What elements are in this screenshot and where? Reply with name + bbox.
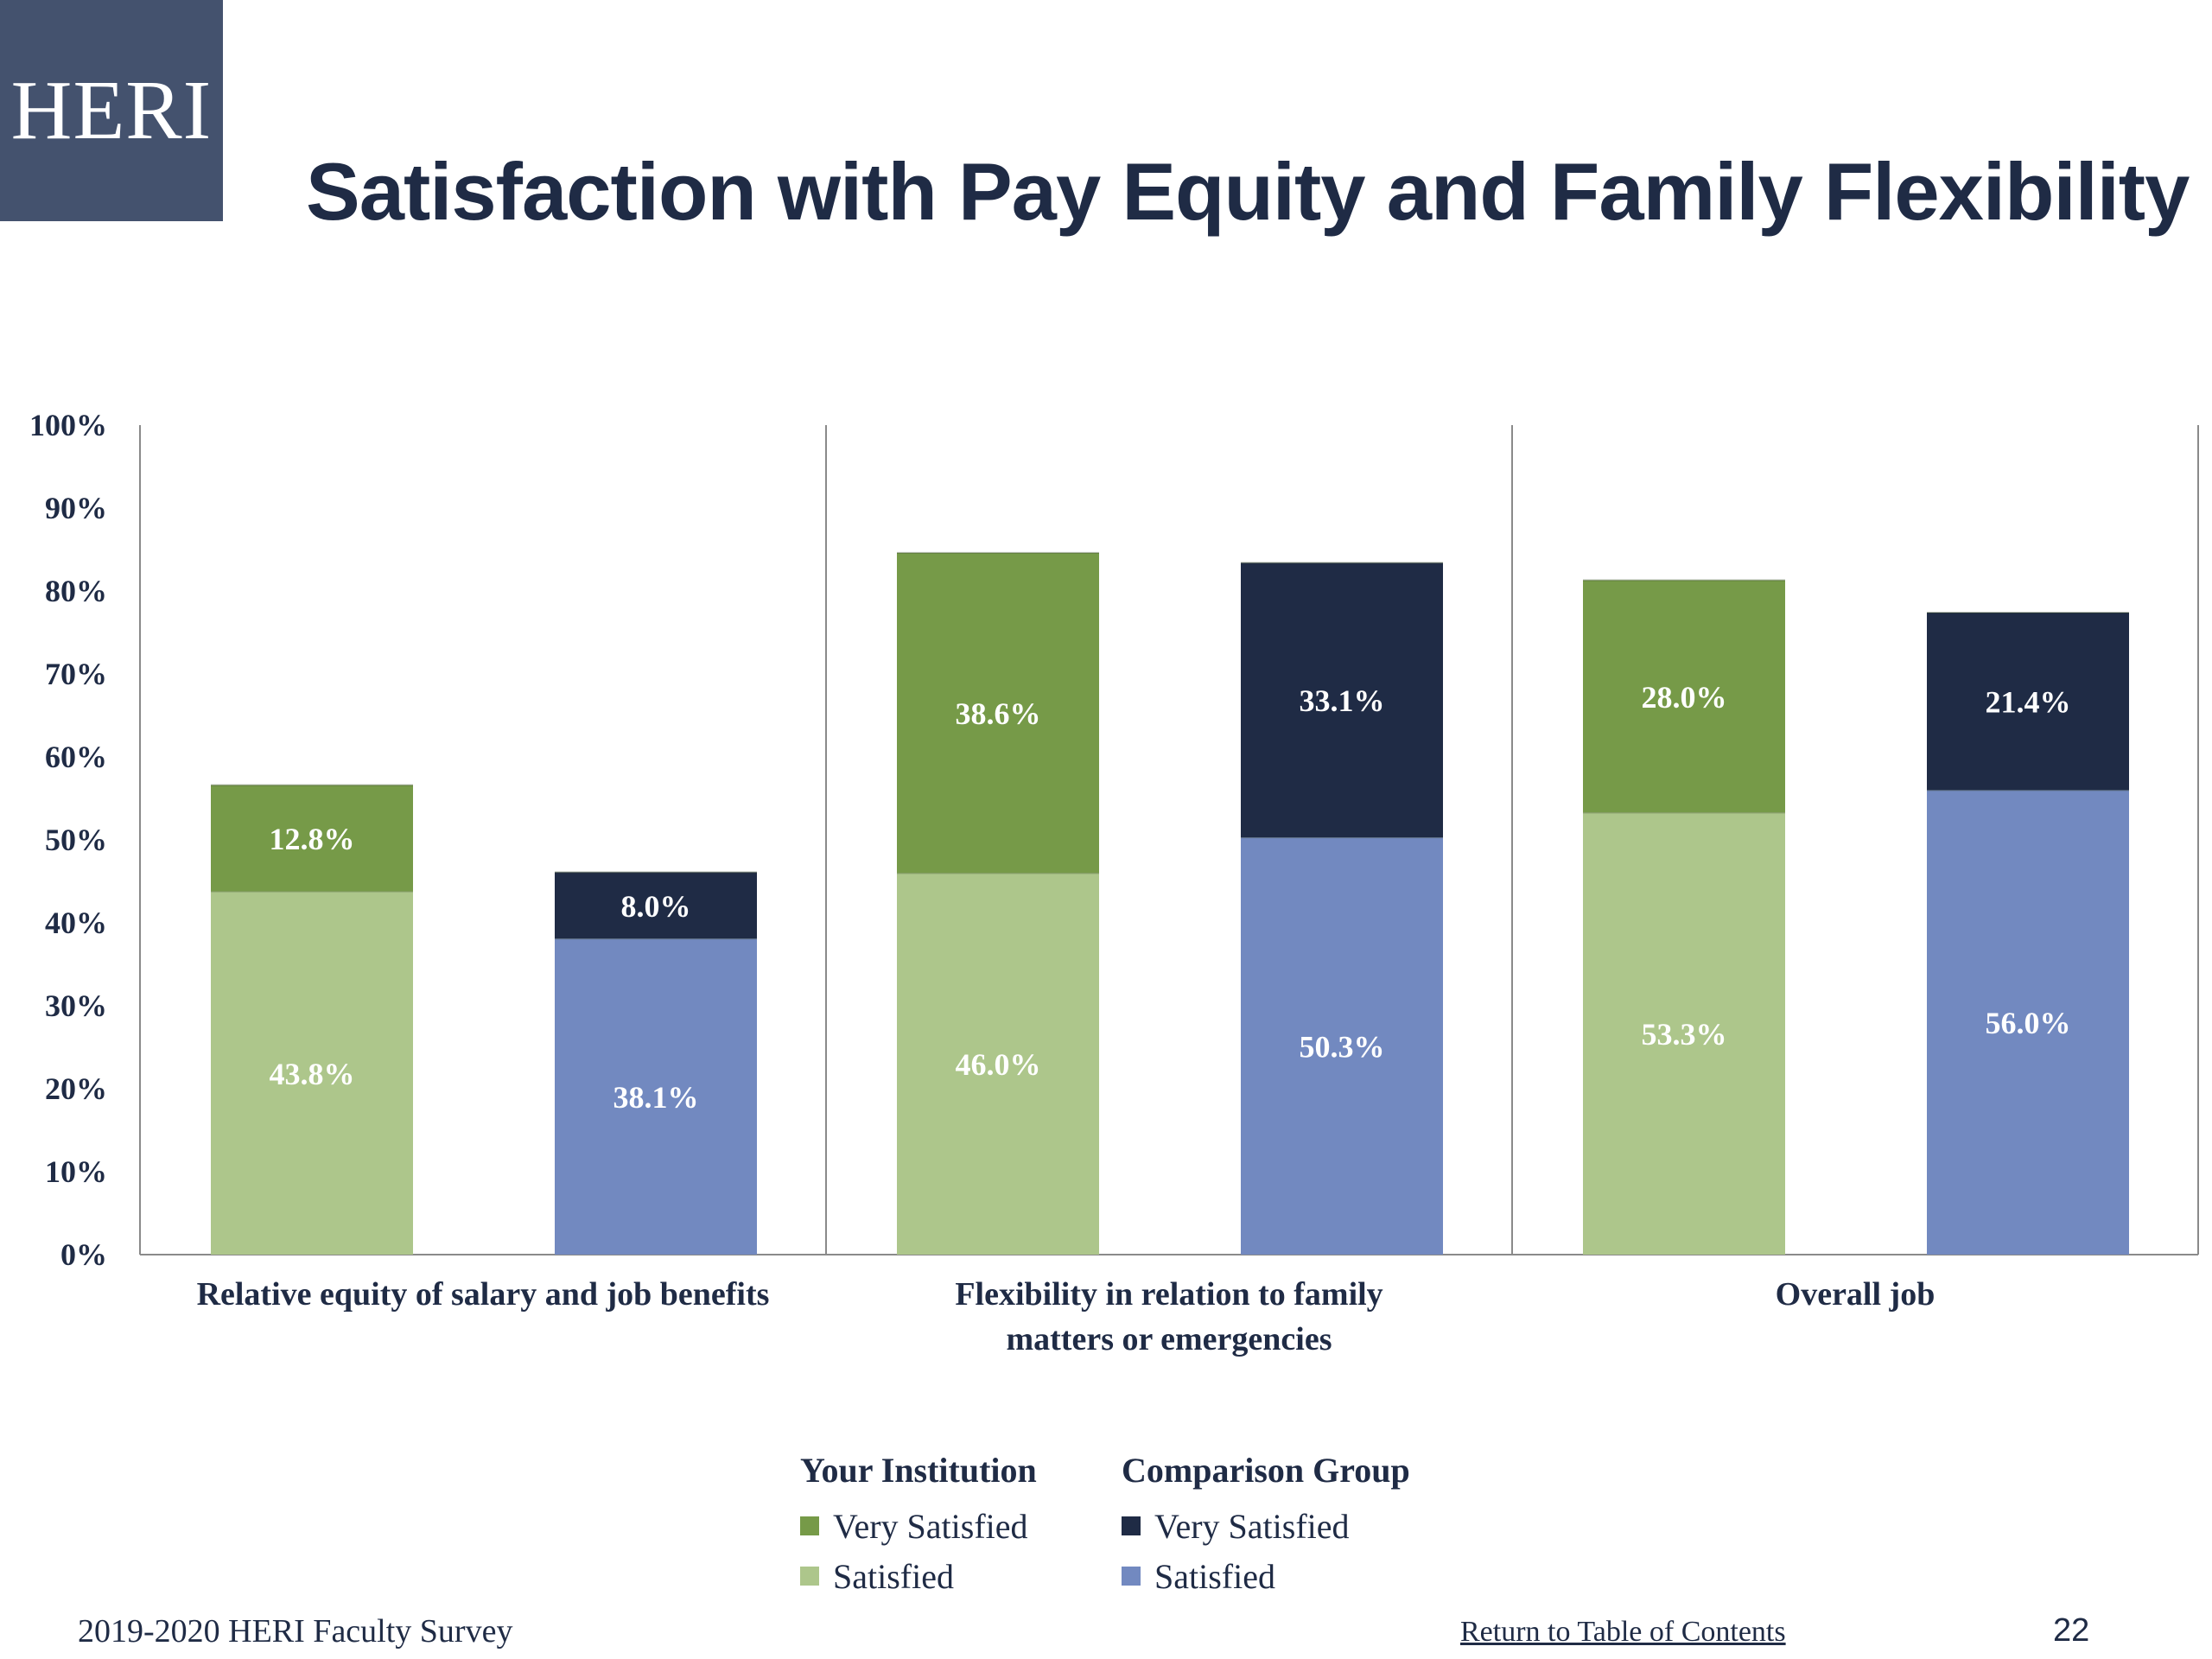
bar-value-label: 33.1% — [1300, 683, 1385, 718]
legend-label: Satisfied — [833, 1556, 954, 1596]
legend-item-satisfied: Satisfied — [1122, 1551, 1410, 1601]
legend-label: Very Satisfied — [833, 1506, 1028, 1546]
legend-group-title: Comparison Group — [1122, 1451, 1410, 1490]
bar-segment — [211, 891, 413, 1255]
bar-segment — [897, 552, 1099, 874]
y-tick-label: 30% — [45, 988, 107, 1023]
legend-item-very-satisfied: Very Satisfied — [800, 1501, 1037, 1551]
page-title: Satisfaction with Pay Equity and Family … — [306, 146, 2190, 237]
stacked-bar-chart: 0% 10% 20% 30% 40% 50% 60% 70% 80% 90% 100% 43.8% 12… — [29, 408, 2199, 1357]
y-tick-label: 0% — [60, 1237, 107, 1272]
bar-value-label: 28.0% — [1642, 680, 1727, 715]
y-tick-label: 20% — [45, 1071, 107, 1106]
category-label: Flexibility in relation to family — [955, 1276, 1382, 1313]
bar-value-label: 21.4% — [1986, 685, 2071, 720]
y-tick-label: 40% — [45, 906, 107, 940]
legend-swatch — [1122, 1567, 1141, 1586]
legend-swatch — [800, 1516, 819, 1535]
y-tick-label: 50% — [45, 823, 107, 857]
y-tick-label: 10% — [45, 1154, 107, 1189]
legend-label: Satisfied — [1154, 1556, 1275, 1596]
bar-segment — [1583, 580, 1785, 813]
legend-group-title: Your Institution — [800, 1451, 1037, 1490]
bar-segment — [1583, 812, 1785, 1255]
bar-segment — [211, 785, 413, 892]
legend-your-institution: Your Institution Very Satisfied Satisfie… — [800, 1450, 1037, 1601]
bar-value-label: 43.8% — [270, 1057, 355, 1091]
logo-text: HERI — [10, 64, 213, 157]
bar-value-label: 46.0% — [956, 1047, 1041, 1082]
bar-value-label: 50.3% — [1300, 1030, 1385, 1065]
bar-segment — [555, 872, 757, 939]
page-number: 22 — [2053, 1612, 2090, 1649]
bar-value-label: 12.8% — [270, 822, 355, 856]
bar-value-label: 8.0% — [621, 889, 691, 924]
legend-swatch — [1122, 1516, 1141, 1535]
footer-survey-name: 2019-2020 HERI Faculty Survey — [78, 1613, 513, 1649]
bar-segment — [1927, 790, 2129, 1255]
legend-swatch — [800, 1567, 819, 1586]
category-label: Relative equity of salary and job benefi… — [197, 1276, 770, 1313]
y-tick-label: 60% — [45, 740, 107, 774]
heri-logo: HERI — [0, 0, 223, 221]
bar-value-label: 53.3% — [1642, 1017, 1727, 1052]
category-label: Overall job — [1776, 1276, 1936, 1313]
bar-segment — [1241, 563, 1443, 838]
bar-value-label: 38.6% — [956, 696, 1041, 731]
legend-comparison-group: Comparison Group Very Satisfied Satisfie… — [1122, 1450, 1410, 1601]
category-label: matters or emergencies — [1007, 1321, 1332, 1357]
y-tick-label: 100% — [29, 408, 107, 442]
y-tick-label: 80% — [45, 574, 107, 608]
bar-value-label: 56.0% — [1986, 1006, 2071, 1040]
bar-segment — [1241, 837, 1443, 1255]
bar-segment — [1927, 612, 2129, 791]
y-tick-label: 70% — [45, 657, 107, 691]
legend-label: Very Satisfied — [1154, 1506, 1350, 1546]
legend-item-very-satisfied: Very Satisfied — [1122, 1501, 1410, 1551]
bar-segment — [555, 938, 757, 1255]
bar-value-label: 38.1% — [613, 1080, 699, 1115]
bar-segment — [897, 873, 1099, 1255]
y-tick-label: 90% — [45, 491, 107, 525]
legend-item-satisfied: Satisfied — [800, 1551, 1037, 1601]
return-to-toc-link[interactable]: Return to Table of Contents — [1460, 1616, 1786, 1648]
